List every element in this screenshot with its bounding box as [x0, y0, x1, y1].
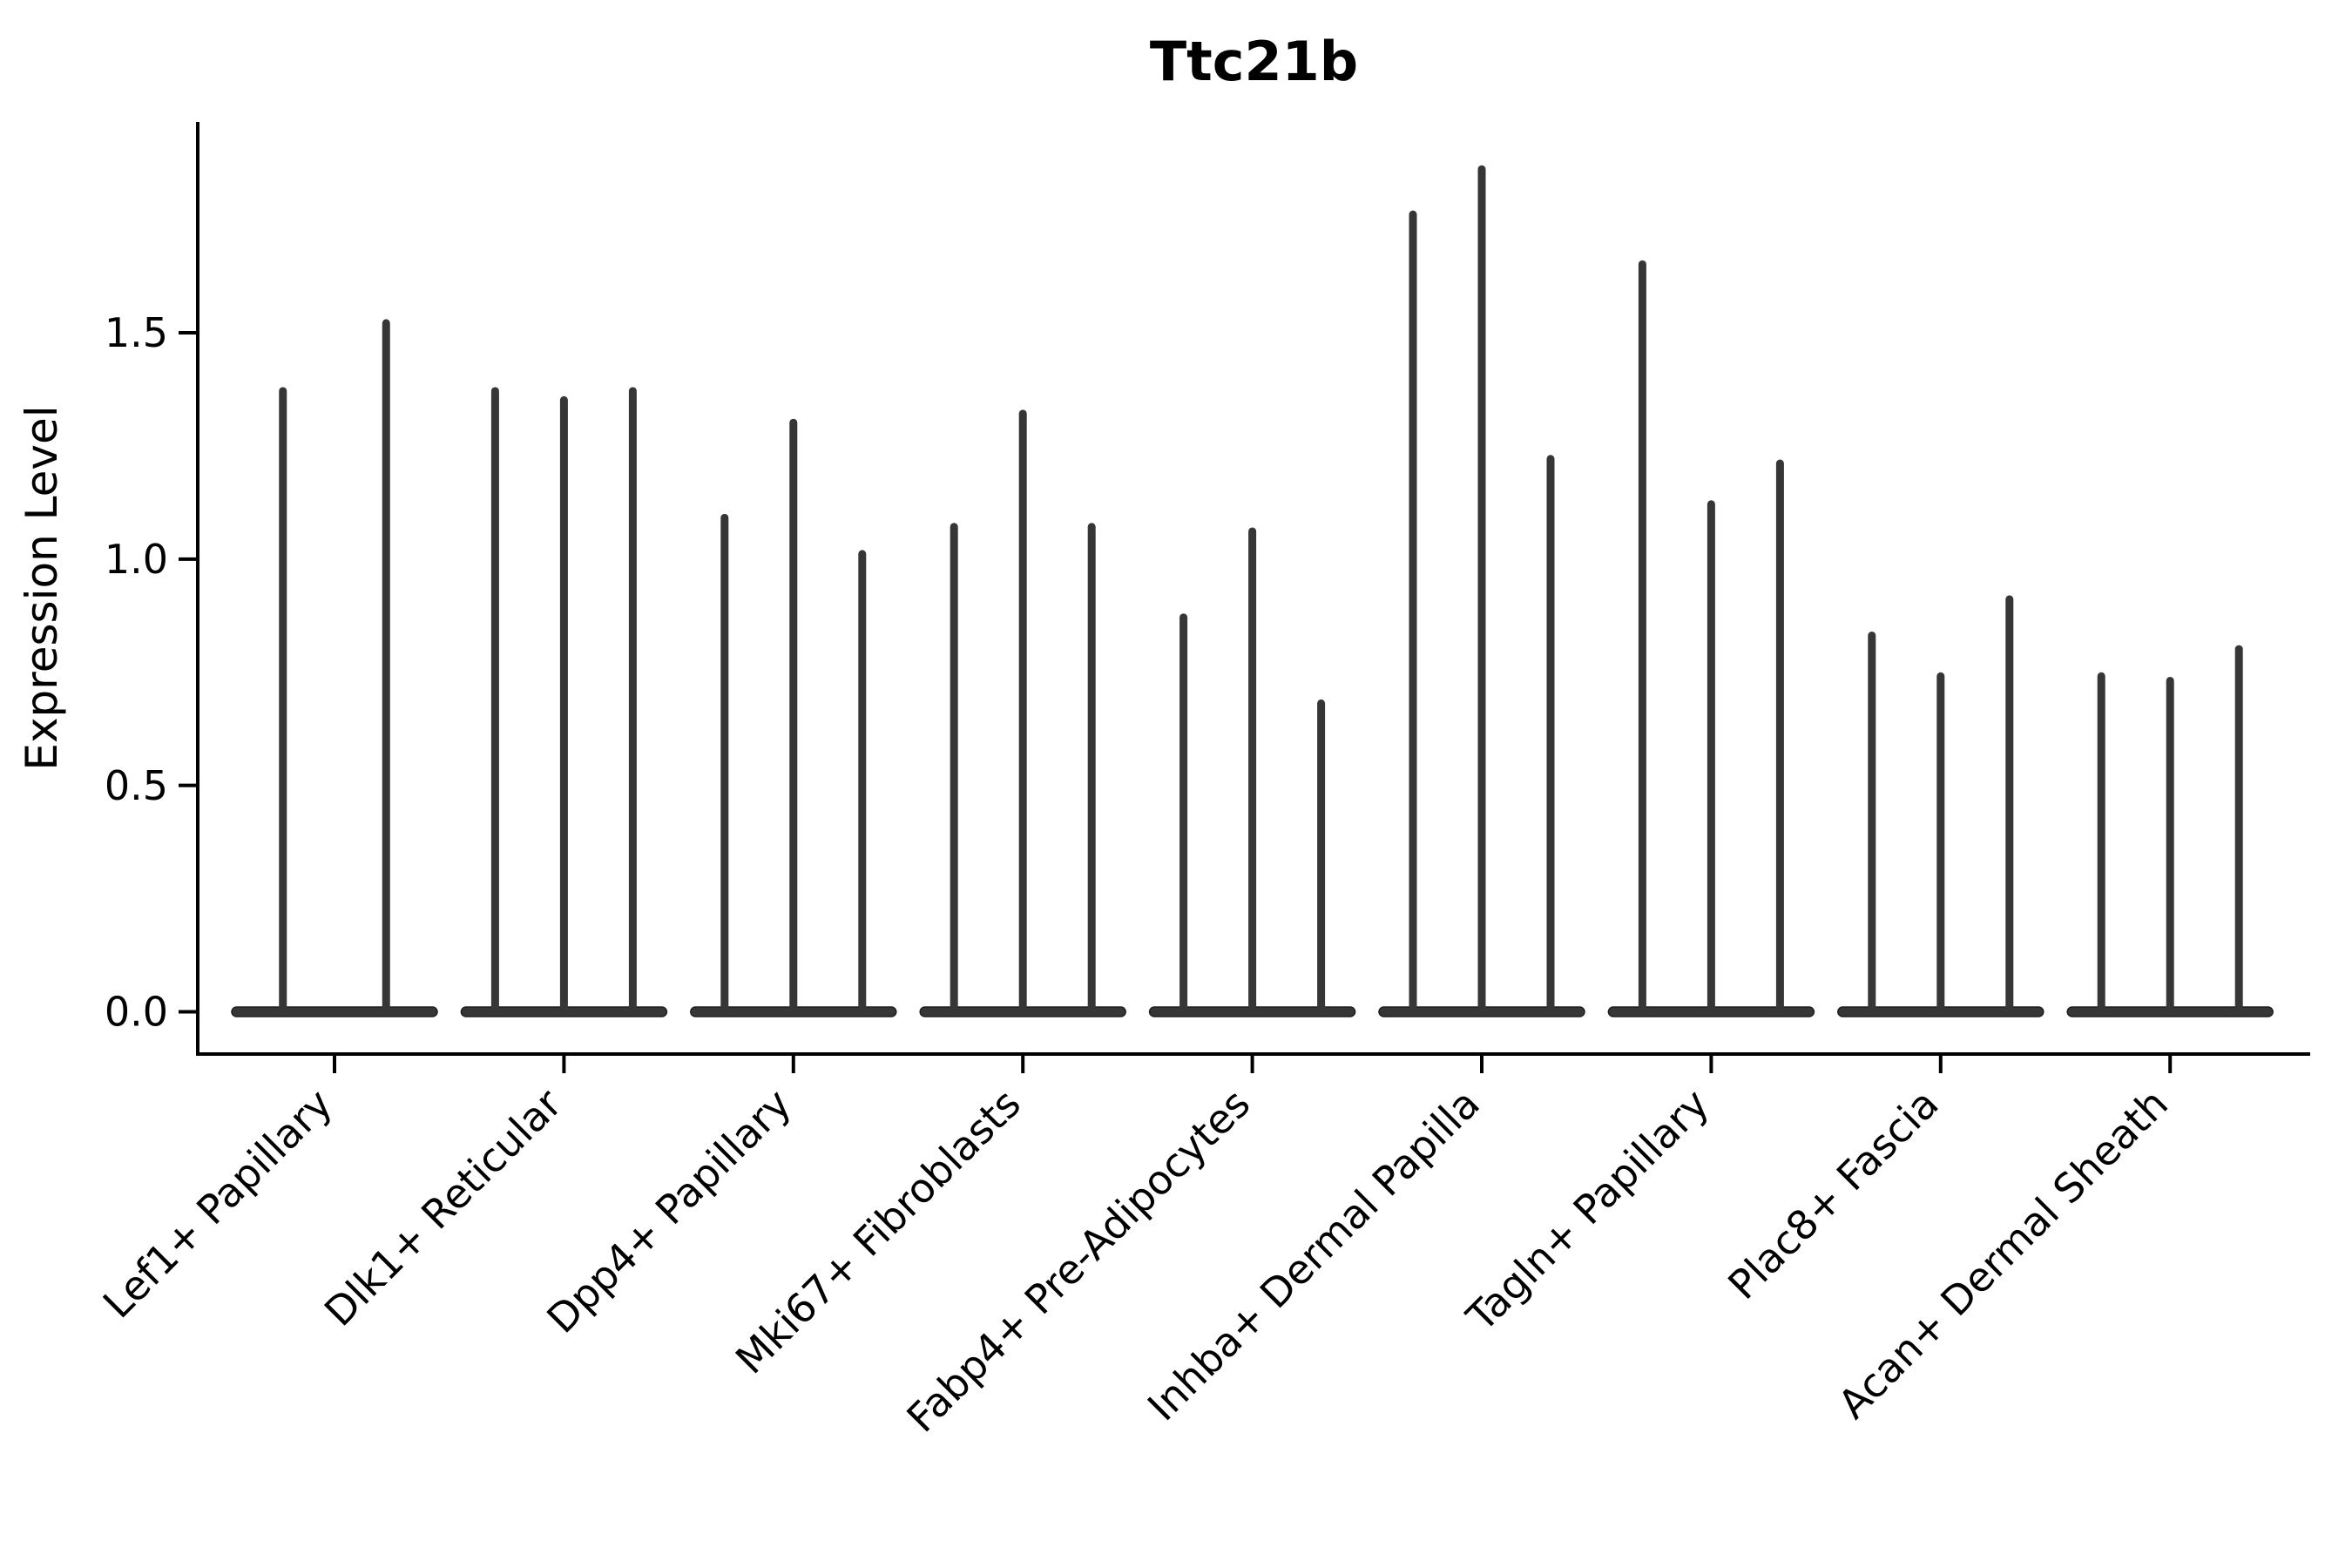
violin-spike [2234, 645, 2243, 1016]
violin-spike [720, 513, 729, 1016]
violin-spike [1409, 210, 1417, 1017]
violin-spike [2097, 672, 2105, 1016]
violin-spike [490, 387, 499, 1016]
violin-spike [1546, 455, 1555, 1016]
violin-spike [2005, 595, 2014, 1016]
violin-spike [1936, 672, 1945, 1016]
violin-spike [2166, 676, 2174, 1016]
violin-spike [382, 319, 390, 1016]
y-tick-label: 0.0 [105, 989, 168, 1036]
chart-title: Ttc21b [1150, 30, 1358, 93]
violin-spike [950, 523, 958, 1016]
violin-spike [1477, 165, 1486, 1016]
y-tick-label: 1.0 [105, 536, 168, 583]
y-tick-label: 1.5 [105, 309, 168, 356]
violin-spike [1317, 699, 1326, 1016]
violin-spike [559, 395, 568, 1017]
x-tick-label: Dpp4+ Papillary [537, 1080, 800, 1342]
violin-spike [1018, 409, 1027, 1017]
violin-spike [1087, 523, 1096, 1016]
violin-spike [628, 387, 637, 1016]
violin-spike [1179, 613, 1188, 1016]
x-tick-label: Lef1+ Papillary [94, 1080, 341, 1328]
x-tick-label: Tagln+ Papillary [1457, 1080, 1719, 1342]
violin-spike [1707, 500, 1715, 1016]
violin-spike [789, 418, 798, 1016]
x-tick-label: Plac8+ Fascia [1719, 1080, 1947, 1308]
violin-spike [858, 550, 867, 1016]
violin-spike [1775, 459, 1784, 1016]
violin-spike [1638, 260, 1646, 1017]
violin-base [231, 1006, 438, 1017]
violin-spike [1868, 631, 1876, 1016]
x-tick-label: Dlk1+ Reticular [315, 1080, 571, 1335]
violin-spike [279, 387, 287, 1016]
y-axis-label: Expression Level [17, 405, 67, 770]
y-tick-label: 0.5 [105, 762, 168, 809]
violin-spike [1248, 527, 1257, 1016]
